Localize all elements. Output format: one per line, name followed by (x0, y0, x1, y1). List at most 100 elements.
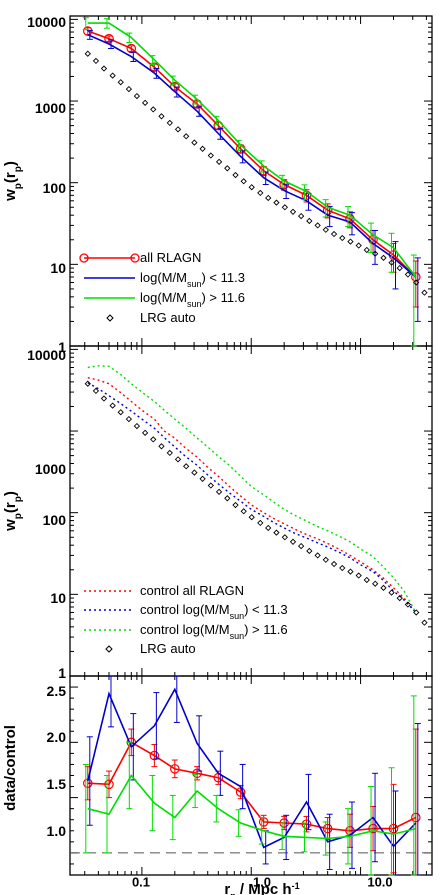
data-point (368, 823, 378, 834)
data-point (330, 230, 338, 238)
data-point (158, 113, 165, 120)
data-point (170, 764, 180, 774)
data-point (363, 576, 370, 584)
data-point (199, 475, 206, 482)
data-point (150, 106, 157, 113)
data-point (306, 547, 313, 555)
legend-label: log(M/Msun) > 11.6 (140, 290, 245, 309)
data-point (117, 79, 124, 86)
data-point (84, 380, 91, 387)
data-point (257, 189, 264, 197)
data-point (363, 246, 370, 254)
data-point (372, 250, 379, 257)
data-point (150, 436, 157, 443)
series-line (87, 30, 417, 278)
data-point (355, 242, 362, 249)
bottom-y-axis-label: data/control (2, 725, 19, 811)
data-point (380, 584, 387, 592)
data-point (104, 33, 114, 44)
data-point (224, 495, 231, 502)
data-point (421, 619, 428, 626)
legend-item: log(M/Msun) > 11.6 (84, 290, 245, 309)
data-point (240, 508, 247, 515)
middle-y-tick-label: 10000 (27, 347, 66, 363)
data-point (174, 126, 182, 133)
data-point (192, 768, 202, 779)
series-all-rlagn (82, 26, 421, 308)
data-point (215, 488, 223, 495)
x-axis-label: rp / Mpc h-1 (224, 881, 299, 895)
series-line (87, 365, 417, 613)
legend-label: LRG auto (140, 310, 196, 325)
data-point (404, 271, 412, 278)
top-y-tick-labels: 10000 1000 100 10 1 (27, 14, 66, 355)
data-point (339, 564, 346, 572)
legend-item: all RLAGN (79, 250, 201, 265)
top-y-tick-label: 1000 (35, 100, 66, 116)
data-point (174, 456, 182, 463)
bottom-y-tick-labels: 2.5 2.0 1.5 1.0 (47, 683, 67, 839)
data-point (133, 422, 141, 430)
data-point (125, 415, 133, 423)
middle-y-axis-label: wp(rp) (2, 491, 24, 532)
data-point (104, 779, 114, 790)
series-line (87, 33, 417, 278)
data-point (298, 212, 305, 220)
data-point (232, 501, 239, 509)
data-point (388, 589, 395, 596)
legend-item: LRG auto (105, 641, 196, 656)
legend-label: log(M/Msun) < 11.3 (140, 270, 245, 289)
top-legend: all RLAGN log(M/Msun) < 11.3 log(M/Msun)… (79, 250, 245, 325)
data-point (92, 57, 100, 65)
tick-marks (70, 16, 432, 876)
data-point (100, 65, 108, 72)
data-point (191, 469, 198, 476)
data-point (322, 823, 333, 834)
data-point (224, 165, 231, 172)
bottom-y-tick-label: 2.0 (47, 729, 67, 745)
data-point (372, 580, 379, 587)
data-point (149, 62, 160, 72)
data-point (265, 194, 272, 202)
data-point (281, 204, 288, 211)
data-point (396, 594, 403, 602)
data-point (289, 538, 297, 545)
series-layer (70, 17, 432, 876)
bottom-y-tick-label: 2.5 (47, 683, 67, 699)
data-point (347, 568, 354, 575)
series-log-m-m-sun-11-6 (82, 17, 417, 347)
series-line (87, 774, 416, 840)
data-point (330, 560, 338, 568)
data-point (257, 519, 264, 527)
series-line (87, 687, 417, 849)
data-point (273, 199, 280, 206)
data-point (322, 226, 329, 233)
data-point (166, 119, 173, 127)
data-point (404, 601, 412, 608)
legend-item: control log(M/Msun) < 11.3 (84, 602, 288, 621)
data-point (183, 133, 190, 140)
series-lrg-auto (84, 380, 428, 626)
data-point (265, 524, 272, 532)
data-point (100, 395, 108, 402)
top-y-tick-label: 1 (58, 339, 66, 355)
top-y-tick-label: 10000 (27, 14, 66, 30)
data-point (191, 139, 198, 146)
legend-label: LRG auto (140, 641, 196, 656)
series-line (87, 22, 417, 278)
top-y-tick-label: 100 (43, 180, 67, 196)
data-point (339, 234, 346, 242)
data-point (133, 92, 141, 100)
series-log-m-m-sun-11-3 (86, 675, 421, 876)
data-point (306, 217, 313, 225)
data-point (413, 609, 420, 616)
middle-y-tick-label: 10 (50, 590, 66, 606)
series-control-log-m-m-sun-11-6 (87, 365, 417, 613)
data-point (84, 50, 91, 57)
legend-label: control all RLAGN (140, 583, 244, 598)
data-point (314, 222, 321, 229)
data-point (92, 387, 100, 395)
data-point (411, 272, 421, 282)
x-tick-labels: 0.1 1.0 10.0 (132, 875, 393, 890)
data-point (109, 72, 116, 79)
